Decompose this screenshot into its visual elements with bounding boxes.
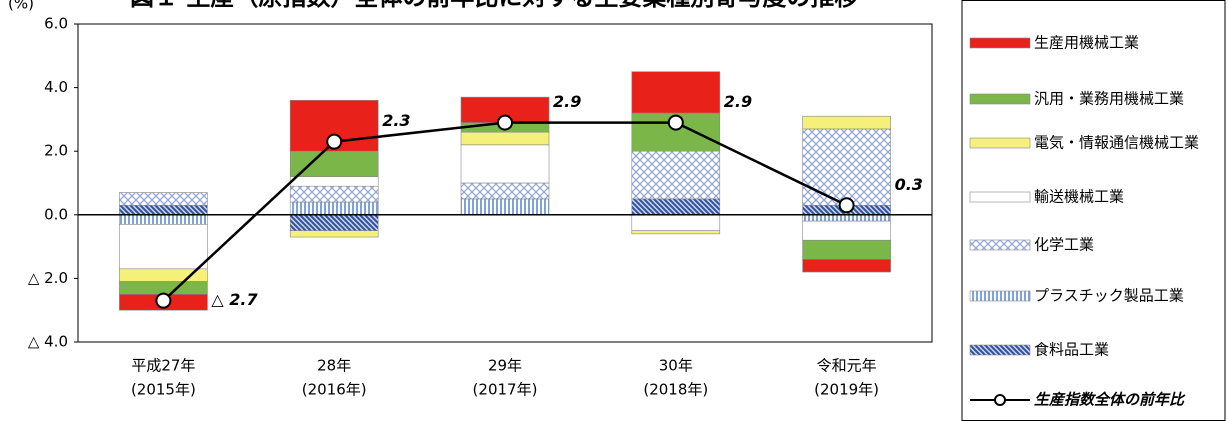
data-label: 2.9	[724, 92, 752, 111]
bar-segment	[802, 259, 891, 273]
line-point	[326, 133, 343, 150]
bar-segment	[119, 204, 208, 216]
bar-segment	[289, 214, 379, 232]
legend-marker	[994, 394, 1006, 406]
data-label: 0.3	[895, 175, 923, 194]
bar-segment	[460, 182, 550, 200]
bar-segment	[802, 239, 891, 260]
bar-segment	[119, 214, 208, 225]
legend-swatch	[969, 37, 1031, 49]
bar-segment	[460, 198, 550, 216]
x-tick-label: 30年	[659, 357, 693, 375]
bar-segment	[460, 144, 550, 184]
data-label: 2.3	[382, 111, 410, 130]
line-point	[497, 114, 513, 131]
y-tick-label: 2.0	[44, 142, 68, 160]
y-tick-label: 6.0	[44, 15, 68, 33]
x-tick-label: 29年	[488, 357, 522, 375]
line-point	[155, 292, 172, 309]
bar-segment	[460, 131, 550, 146]
bar-segment	[289, 150, 379, 177]
chart-title: 図１ 生産（原指数）全体の前年比に対する主要業種別寄与度の推移	[130, 0, 858, 11]
bar-segment	[289, 230, 379, 238]
legend-swatch	[969, 137, 1031, 149]
bar-segment	[631, 71, 721, 114]
legend-swatch	[969, 344, 1031, 356]
legend-swatch	[969, 191, 1031, 203]
x-tick-label: (2019年)	[814, 381, 879, 399]
bar-segment	[289, 185, 379, 203]
legend-swatch	[969, 93, 1031, 105]
legend-swatch	[969, 290, 1031, 302]
plot-frame	[77, 23, 933, 343]
legend-swatch	[969, 239, 1031, 251]
y-tick-label: △ 4.0	[28, 333, 68, 351]
x-tick-label: (2016年)	[302, 381, 367, 399]
x-tick-label: (2015年)	[131, 381, 196, 399]
x-tick-label: 平成27年	[131, 357, 195, 375]
line-point	[667, 114, 684, 131]
y-tick-label: 0.0	[44, 205, 68, 223]
bar-segment	[119, 281, 208, 295]
x-tick-label: 令和元年	[817, 357, 877, 375]
bar-segment	[119, 192, 208, 206]
x-tick-label: (2017年)	[473, 381, 538, 399]
bar-segment	[631, 150, 721, 200]
legend-label: 化学工業	[1034, 236, 1094, 254]
legend-label: プラスチック製品工業	[1034, 287, 1184, 305]
x-tick-label: 28年	[317, 357, 351, 375]
legend-label: 生産用機械工業	[1034, 34, 1139, 52]
y-tick-label: △ 2.0	[28, 269, 68, 287]
y-axis-label: (%)	[8, 0, 34, 13]
bar-segment	[631, 214, 721, 232]
legend-label: 電気・情報通信機械工業	[1034, 134, 1199, 152]
bar-segment	[631, 198, 721, 216]
bar-segment	[119, 224, 208, 270]
legend-label: 汎用・業務用機械工業	[1034, 90, 1184, 108]
y-tick-label: 4.0	[44, 78, 68, 96]
bar-segment	[802, 220, 891, 241]
bar-segment	[289, 201, 379, 216]
bar-segment	[802, 128, 891, 206]
bar-segment	[802, 115, 891, 130]
data-label: △ 2.7	[211, 290, 258, 309]
x-tick-label: (2018年)	[643, 381, 708, 399]
legend-label: 輸送機械工業	[1034, 188, 1124, 206]
bar-segment	[631, 230, 721, 235]
legend-label: 生産指数全体の前年比	[1034, 391, 1186, 409]
bar-segment	[289, 176, 379, 187]
legend-label: 食料品工業	[1034, 341, 1109, 359]
bar-segment	[802, 214, 891, 222]
data-label: 2.9	[553, 92, 581, 111]
line-point	[838, 197, 855, 214]
